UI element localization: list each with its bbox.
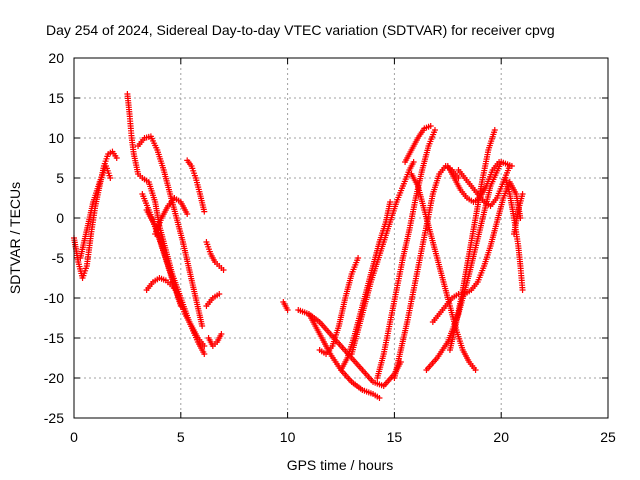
series-trace-6: [143, 207, 208, 349]
data-point: [410, 159, 417, 165]
data-point: [491, 127, 498, 133]
chart-title: Day 254 of 2024, Sidereal Day-to-day VTE…: [46, 22, 555, 38]
x-tick-label: 15: [387, 429, 403, 445]
data-point: [220, 267, 227, 273]
data-point: [184, 211, 191, 217]
data-point: [355, 255, 362, 261]
series-trace-28: [502, 175, 526, 293]
axis-ticks: 0 5 10 15 20 25 -25 -20 -15 -10 -5 0 5 10 15 20: [44, 50, 616, 445]
data-point: [506, 163, 513, 169]
data-point: [107, 175, 114, 181]
y-tick-label: 10: [48, 130, 64, 146]
x-tick-label: 25: [600, 429, 616, 445]
data-point: [472, 367, 479, 373]
series-trace-3: [124, 91, 208, 357]
series-trace-26: [455, 163, 513, 209]
series-trace-24: [444, 159, 503, 205]
series-trace-12: [203, 291, 223, 309]
series-trace-21: [402, 123, 434, 165]
series-trace-15: [305, 311, 383, 401]
series-trace-18: [348, 159, 417, 357]
series-trace-19: [374, 127, 438, 381]
y-tick-label: 20: [48, 50, 64, 66]
y-tick-label: -15: [44, 330, 64, 346]
data-points: [71, 91, 526, 401]
x-tick-label: 0: [70, 429, 78, 445]
x-tick-label: 20: [493, 429, 509, 445]
x-axis-label: GPS time / hours: [287, 457, 394, 473]
data-point: [387, 199, 394, 205]
data-point: [284, 307, 291, 313]
x-tick-label: 5: [177, 429, 185, 445]
series-trace-29: [511, 191, 526, 237]
data-point: [517, 215, 524, 221]
y-tick-label: 0: [56, 210, 64, 226]
series-trace-2: [77, 163, 114, 261]
series-trace-27: [429, 179, 524, 325]
data-point: [201, 343, 208, 349]
y-tick-label: 5: [56, 170, 64, 186]
x-tick-label: 10: [280, 429, 296, 445]
y-tick-label: -25: [44, 410, 64, 426]
grid-lines: [74, 58, 608, 418]
series-trace-16: [316, 255, 362, 357]
y-tick-label: -5: [52, 250, 65, 266]
series-trace-1: [71, 148, 120, 281]
y-tick-label: 15: [48, 90, 64, 106]
data-point: [113, 155, 120, 161]
data-point: [376, 395, 383, 401]
series-trace-9: [184, 157, 208, 215]
data-point: [218, 331, 225, 337]
data-point: [431, 127, 438, 133]
data-point: [519, 191, 526, 197]
series-trace-7: [143, 275, 182, 297]
series-trace-4: [135, 133, 206, 329]
data-point: [496, 159, 503, 165]
plot-frame: [73, 57, 609, 419]
data-point: [201, 208, 208, 215]
data-point: [199, 323, 206, 329]
data-point: [201, 351, 208, 357]
data-point: [216, 291, 223, 297]
data-point: [175, 291, 182, 297]
data-point: [427, 123, 434, 129]
series-trace-11: [205, 331, 225, 349]
y-tick-label: -10: [44, 290, 64, 306]
y-axis-label: SDTVAR / TECUs: [7, 182, 23, 294]
series-trace-8: [152, 195, 191, 237]
y-tick-label: -20: [44, 370, 64, 386]
series-trace-10: [203, 239, 227, 273]
series-trace-13: [280, 299, 291, 313]
data-point: [519, 287, 526, 293]
